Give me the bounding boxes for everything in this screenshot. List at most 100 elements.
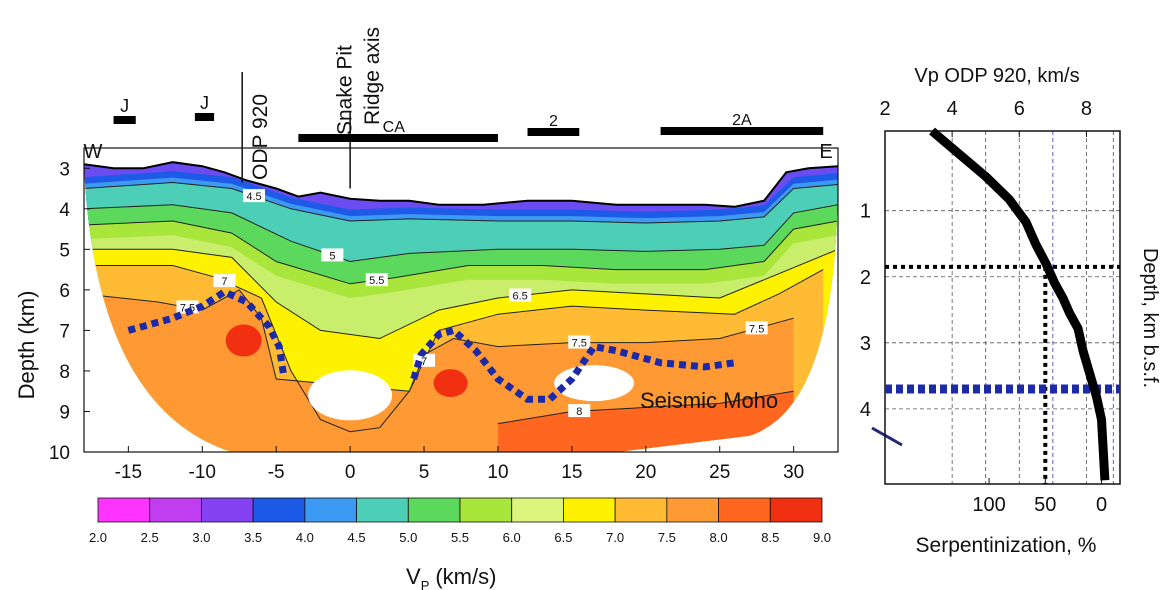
- contour-label-5: 5: [321, 248, 344, 262]
- x-tick-label: -5: [268, 462, 285, 483]
- moho-pointer-line: [871, 426, 903, 447]
- colorbar-tick-label: 6.5: [554, 530, 572, 545]
- no-data-gaps: [308, 365, 635, 421]
- colorbar-tick-label: 6.0: [503, 530, 521, 545]
- profile-depth-tick-label: 3: [860, 333, 871, 355]
- colorbar-title-subscript: P: [421, 578, 430, 590]
- x-tick-label: -10: [189, 462, 216, 483]
- x-tick-label: 15: [561, 462, 582, 483]
- x-tick-label: 5: [419, 462, 430, 483]
- profile-depth-tick-label: 4: [860, 399, 871, 421]
- colorbar-swatch: [252, 497, 306, 523]
- colorbar-swatch: [201, 497, 254, 523]
- profile-top-axis-title: Vp ODP 920, km/s: [914, 65, 1079, 87]
- contour-label-7: 7: [213, 274, 236, 288]
- anomaly-label: 2A: [732, 112, 752, 129]
- profile-bottom-tick-label: 100: [972, 494, 1005, 516]
- anomaly-bar: [113, 116, 136, 124]
- profile-top-tick-label: 4: [947, 98, 958, 120]
- colorbar-tick-label: 4.0: [296, 530, 314, 545]
- contour-label-8: 8: [568, 404, 591, 418]
- colorbar-swatch: [718, 497, 771, 523]
- colorbar-tick-label: 8.5: [761, 530, 779, 545]
- no-data-gap: [554, 365, 635, 402]
- colorbar-title-v: V: [406, 564, 421, 589]
- colorbar-tick-label: 2.0: [89, 530, 107, 545]
- velocity-contours: [84, 181, 838, 433]
- odp920-label: ODP 920: [249, 94, 272, 180]
- colorbar-swatch: [511, 497, 564, 523]
- seafloor-line: [83, 161, 839, 208]
- colorbar-swatch: [407, 497, 461, 523]
- profile-depth-axis-title: Depth, km b.s.f.: [1139, 248, 1161, 388]
- colorbar-tick-label: 2.5: [141, 530, 159, 545]
- x-tick-label: 0: [345, 462, 356, 483]
- x-tick-label: 25: [709, 462, 730, 483]
- anomaly-label: CA: [383, 119, 406, 136]
- y-tick-label: 7: [59, 321, 70, 342]
- anomaly-bar: [527, 128, 580, 136]
- anomaly-label: 2: [549, 113, 558, 130]
- ridge-axis-label: Ridge axis: [361, 27, 384, 125]
- moho-dashed-line: [127, 287, 735, 403]
- contour-6.5: [84, 248, 838, 340]
- colorbar-swatch: [356, 497, 409, 523]
- colorbar-swatch: [149, 497, 202, 523]
- profile-plot: 2 4 6 8 100 50 0 1 2 3 4: [860, 98, 1121, 516]
- contour-7: [84, 265, 824, 433]
- contour-label-text: 6.5: [512, 291, 527, 303]
- y-tick-label: 3: [59, 159, 70, 180]
- west-label: W: [84, 141, 103, 163]
- x-tick-label: 10: [487, 462, 508, 483]
- profile-depth-tick-label: 2: [860, 267, 871, 289]
- section-axes: -15 -10 -5 0 5 10 15 20 25 30 3 4 5 6 7 8 9 10: [49, 147, 839, 483]
- colorbar-swatch: [459, 497, 513, 523]
- colorbar-swatch: [614, 497, 668, 523]
- odp920-profile-chart: Vp ODP 920, km/s 2 4 6 8 100 50 0 1 2 3 4 Serpenti…: [860, 65, 1161, 557]
- contour-label-text: 7.5: [749, 323, 764, 335]
- profile-bottom-axis-title: Serpentinization, %: [916, 534, 1097, 557]
- colorbar-swatch: [97, 497, 151, 523]
- contour-label-text: 5: [329, 250, 335, 262]
- contour-label-bg: [321, 248, 344, 262]
- colorbar-tick-label: 8.0: [710, 530, 728, 545]
- y-tick-label: 9: [59, 402, 70, 423]
- colorbar-tick-label: 5.0: [399, 530, 417, 545]
- colorbar-tick-label: 3.0: [192, 530, 210, 545]
- surface-features: ODP 920 Snake Pit Ridge axis: [241, 27, 384, 189]
- core-8.5-center: [433, 369, 468, 398]
- contour-label-text: 7: [421, 356, 427, 368]
- profile-top-tick-label: 6: [1014, 98, 1025, 120]
- colorbar-tick-label: 7.5: [658, 530, 676, 545]
- contour-label-bg: [365, 273, 388, 287]
- section-plot-frame: [83, 147, 839, 453]
- colorbar-swatch: [304, 497, 357, 523]
- contour-label-bg: [568, 404, 591, 418]
- east-label: E: [819, 141, 832, 163]
- contour-label-7.5: 7.5: [568, 335, 591, 350]
- contour-label-bg: [213, 274, 236, 288]
- contour-label-bg: [509, 288, 532, 302]
- anomaly-label: J: [200, 93, 209, 113]
- anomaly-bar: [194, 113, 215, 121]
- y-tick-label: 6: [59, 281, 70, 302]
- contour-label-text: 4.5: [246, 191, 261, 203]
- contour-label-bg: [243, 189, 266, 203]
- contour-8: [497, 390, 794, 425]
- contour-label-bg: [568, 335, 591, 349]
- contour-label-6.5: 6.5: [509, 288, 532, 303]
- contour-label-bg: [745, 321, 768, 335]
- core-8.5-west: [225, 324, 262, 357]
- vp-profile-line: [929, 127, 1110, 481]
- anomaly-bar: [660, 127, 824, 135]
- profile-top-tick-label: 2: [879, 98, 890, 120]
- colorbar-swatch: [666, 497, 719, 523]
- contour-label-text: 5.5: [369, 275, 384, 287]
- x-tick-label: 20: [635, 462, 656, 483]
- colorbar-tick-label: 9.0: [813, 530, 831, 545]
- profile-depth-tick-label: 1: [860, 201, 871, 223]
- magnetic-anomaly-bars: J J CA 2 2A: [113, 93, 824, 142]
- colorbar-swatch: [563, 497, 616, 523]
